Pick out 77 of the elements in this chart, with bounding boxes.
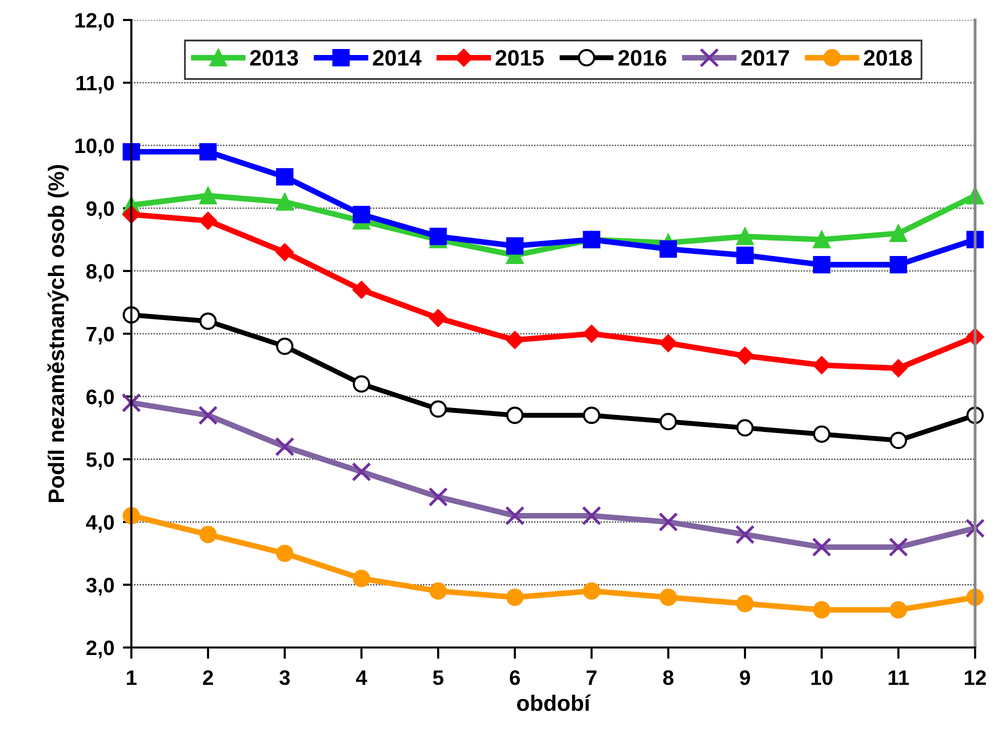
point [276,193,294,211]
point [276,338,294,355]
point [813,230,830,248]
point [582,324,600,343]
point [813,425,830,443]
point [812,356,831,374]
x-tick-label: 4 [356,670,368,685]
point [890,256,908,274]
y-tick-label: 10,0 [75,138,114,156]
y-tick-label: 4,0 [86,514,114,533]
point [736,346,754,365]
point [122,507,140,524]
point [659,334,678,352]
point [199,312,217,330]
point [429,582,447,600]
point [582,406,600,424]
x-tick-label: 3 [279,670,290,686]
point [352,570,370,588]
point [429,400,447,418]
legend-label: 2018 [864,50,912,66]
x-tick-label: 9 [740,670,750,686]
x-tick-label: 2 [202,670,214,685]
legend-label: 2014 [372,50,422,66]
x-tick-label: 12 [964,670,986,685]
point [276,243,294,262]
point [660,588,677,606]
point [506,406,524,424]
legend-label: 2013 [250,50,298,66]
x-axis-title: období [517,694,591,712]
x-tick-label: 7 [586,670,596,685]
point [506,588,524,606]
point [582,582,600,600]
x-tick-label: 6 [510,670,520,686]
point [352,280,370,299]
point [199,187,217,204]
point [199,526,217,544]
point [660,240,677,258]
point [276,168,294,186]
point [813,256,830,274]
point [813,601,830,619]
point [890,432,908,450]
point [890,601,908,619]
legend-label: 2015 [496,50,544,66]
point [199,212,217,230]
point [429,309,448,327]
point [736,228,754,246]
x-tick-label: 10 [811,670,832,686]
legend-label: 2016 [618,50,666,66]
x-tick-label: 1 [126,670,137,685]
point [122,143,140,160]
point [736,246,754,264]
y-tick-label: 5,0 [86,452,114,470]
y-tick-label: 11,0 [76,76,114,94]
y-tick-label: 6,0 [86,389,114,408]
point [506,331,524,349]
point [352,206,370,224]
y-tick-label: 12,0 [75,12,114,31]
point [660,412,677,430]
x-tick-label: 5 [433,670,444,686]
point [736,594,754,612]
point [199,143,217,160]
y-axis-title: Podíl nezaměstnaných osob (%) [47,165,69,502]
point [736,419,754,437]
x-tick-label: 11 [888,670,909,685]
point [889,359,908,378]
y-tick-label: 7,0 [86,326,114,345]
x-tick-label: 8 [663,670,674,686]
point [429,228,447,246]
legend-label: 2017 [741,50,789,66]
point [506,237,524,255]
point [890,224,908,242]
point [276,544,294,562]
y-tick-label: 3,0 [86,578,114,596]
y-tick-label: 2,0 [86,640,114,658]
y-tick-label: 8,0 [86,264,114,282]
y-tick-label: 9,0 [86,201,114,220]
point [352,375,370,393]
